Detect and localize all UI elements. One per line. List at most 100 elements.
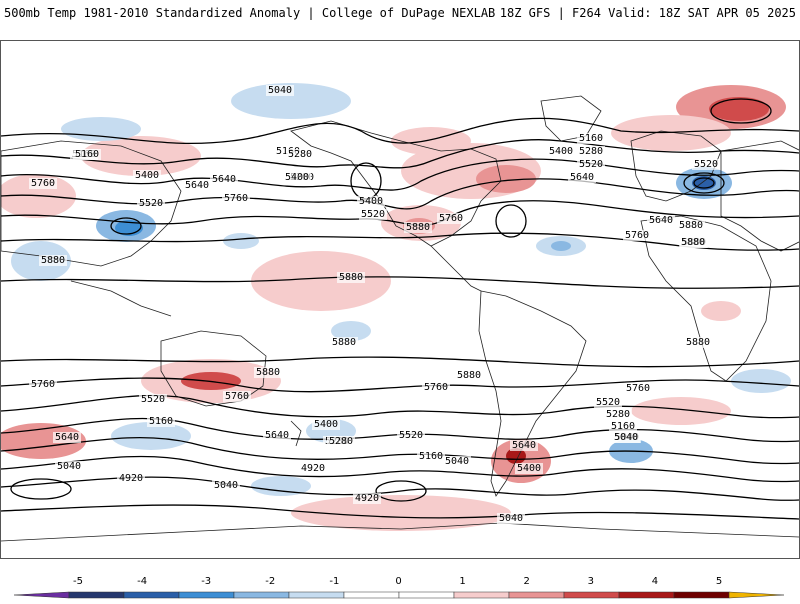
- contour-label: 5160: [149, 416, 173, 427]
- contour-label: 5760: [225, 391, 249, 402]
- contour-label-bg: [577, 159, 605, 170]
- contour-label-bg: [443, 456, 471, 467]
- contour-label: 5880: [457, 370, 481, 381]
- contour-label: 5400: [314, 419, 338, 430]
- colorbar-segments: [13, 591, 785, 599]
- contour-label-bg: [594, 397, 622, 408]
- contour-label: 5160: [579, 133, 603, 144]
- contour-label: 5520: [141, 394, 165, 405]
- colorbar-tick-label: 5: [716, 576, 722, 587]
- anomaly-shading: [1, 83, 791, 531]
- contour-label: 5040: [614, 432, 638, 443]
- contour-label: 5760: [31, 379, 55, 390]
- contour-label: 5880: [686, 337, 710, 348]
- colorbar-segment: [288, 591, 345, 599]
- contour-label: 5520: [579, 159, 603, 170]
- contour-label: 5640: [55, 432, 79, 443]
- contour-label: 5880: [681, 237, 705, 248]
- contour-label: 5400: [359, 196, 383, 207]
- contour-label-bg: [577, 146, 605, 157]
- contour-label-bg: [397, 430, 425, 441]
- contour-label-bg: [133, 170, 161, 181]
- contour-label-bg: [510, 440, 538, 451]
- contour-label: 5040: [268, 85, 292, 96]
- contour-label-bg: [212, 480, 240, 491]
- colorbar-segment: [453, 591, 510, 599]
- contour-label-bg: [147, 416, 175, 427]
- contour-label: 5280: [288, 149, 312, 160]
- map-panel: 5040516051605280540055205640576054005520…: [0, 40, 800, 559]
- contour-label-bg: [624, 383, 652, 394]
- contour-label-bg: [422, 382, 450, 393]
- contour-label: 5640: [212, 174, 236, 185]
- contour-label-bg: [359, 209, 387, 220]
- colorbar-segment: [728, 591, 785, 599]
- contour-label: 5280: [606, 409, 630, 420]
- colorbar-tick-label: -3: [201, 576, 211, 587]
- contour-label: 5520: [694, 159, 718, 170]
- contour-label: 5880: [41, 255, 65, 266]
- contour-label-bg: [299, 463, 327, 474]
- contour-label-bg: [357, 196, 385, 207]
- contour-label-bg: [353, 493, 381, 504]
- contour-label: 5400: [549, 146, 573, 157]
- contour-label: 4920: [119, 473, 143, 484]
- colorbar-segment: [618, 591, 675, 599]
- contour-label: 5040: [57, 461, 81, 472]
- contour-label-bg: [29, 379, 57, 390]
- colorbar-tick-label: 0: [395, 576, 401, 587]
- contour-label: 5760: [439, 213, 463, 224]
- contour-label-bg: [647, 215, 675, 226]
- contour-label: 5760: [424, 382, 448, 393]
- contour-label: 5880: [256, 367, 280, 378]
- contour-label: 5400: [285, 172, 309, 183]
- contour-label-bg: [404, 222, 432, 233]
- contour-label: 5400: [517, 463, 541, 474]
- colorbar-tick-label: -4: [137, 576, 147, 587]
- contour-label: 5520: [139, 198, 163, 209]
- contour-label: 5760: [31, 178, 55, 189]
- contour-label-bg: [437, 213, 465, 224]
- contour-label-bg: [330, 337, 358, 348]
- contour-label-bg: [515, 463, 543, 474]
- contour-label-bg: [623, 230, 651, 241]
- contour-label: 5040: [445, 456, 469, 467]
- colorbar-segment: [398, 591, 455, 599]
- contour-label-bg: [677, 220, 705, 231]
- colorbar-segment: [673, 591, 730, 599]
- contour-label-bg: [455, 370, 483, 381]
- contour-label: 5640: [265, 430, 289, 441]
- contour-label-bg: [612, 432, 640, 443]
- contour-label-bg: [312, 419, 340, 430]
- contour-label: 5400: [135, 170, 159, 181]
- map-title: 500mb Temp 1981-2010 Standardized Anomal…: [4, 6, 496, 20]
- colorbar-tick-label: -2: [265, 576, 275, 587]
- contour-label-bg: [55, 461, 83, 472]
- contour-label: 5640: [649, 215, 673, 226]
- contour-labels: 5040516051605280540055205640576054005520…: [29, 85, 720, 524]
- contour-label-bg: [223, 391, 251, 402]
- contour-label: 5640: [512, 440, 536, 451]
- anomaly-colorbar: -5 -4 -3 -2 -1 0 1 2 3 4 5: [0, 570, 800, 600]
- contour-label-bg: [266, 85, 294, 96]
- contour-label: 5520: [596, 397, 620, 408]
- contour-label-bg: [692, 159, 720, 170]
- contour-label-bg: [222, 193, 250, 204]
- colorbar-tick-label: 1: [459, 576, 465, 587]
- colorbar-segment: [563, 591, 620, 599]
- contour-label: 5760: [625, 230, 649, 241]
- contour-label-bg: [604, 409, 632, 420]
- colorbar-segment: [178, 591, 235, 599]
- contour-label-bg: [568, 172, 596, 183]
- contour-label: 4920: [355, 493, 379, 504]
- contour-label-bg: [497, 513, 525, 524]
- contour-label-bg: [137, 198, 165, 209]
- contour-label: 4920: [301, 463, 325, 474]
- colorbar-tick-label: -5: [73, 576, 83, 587]
- contour-label: 5880: [679, 220, 703, 231]
- contour-label-bg: [547, 146, 575, 157]
- colorbar-segment: [68, 591, 125, 599]
- contour-label: 5760: [626, 383, 650, 394]
- contour-label-bg: [53, 432, 81, 443]
- contour-label: 5040: [214, 480, 238, 491]
